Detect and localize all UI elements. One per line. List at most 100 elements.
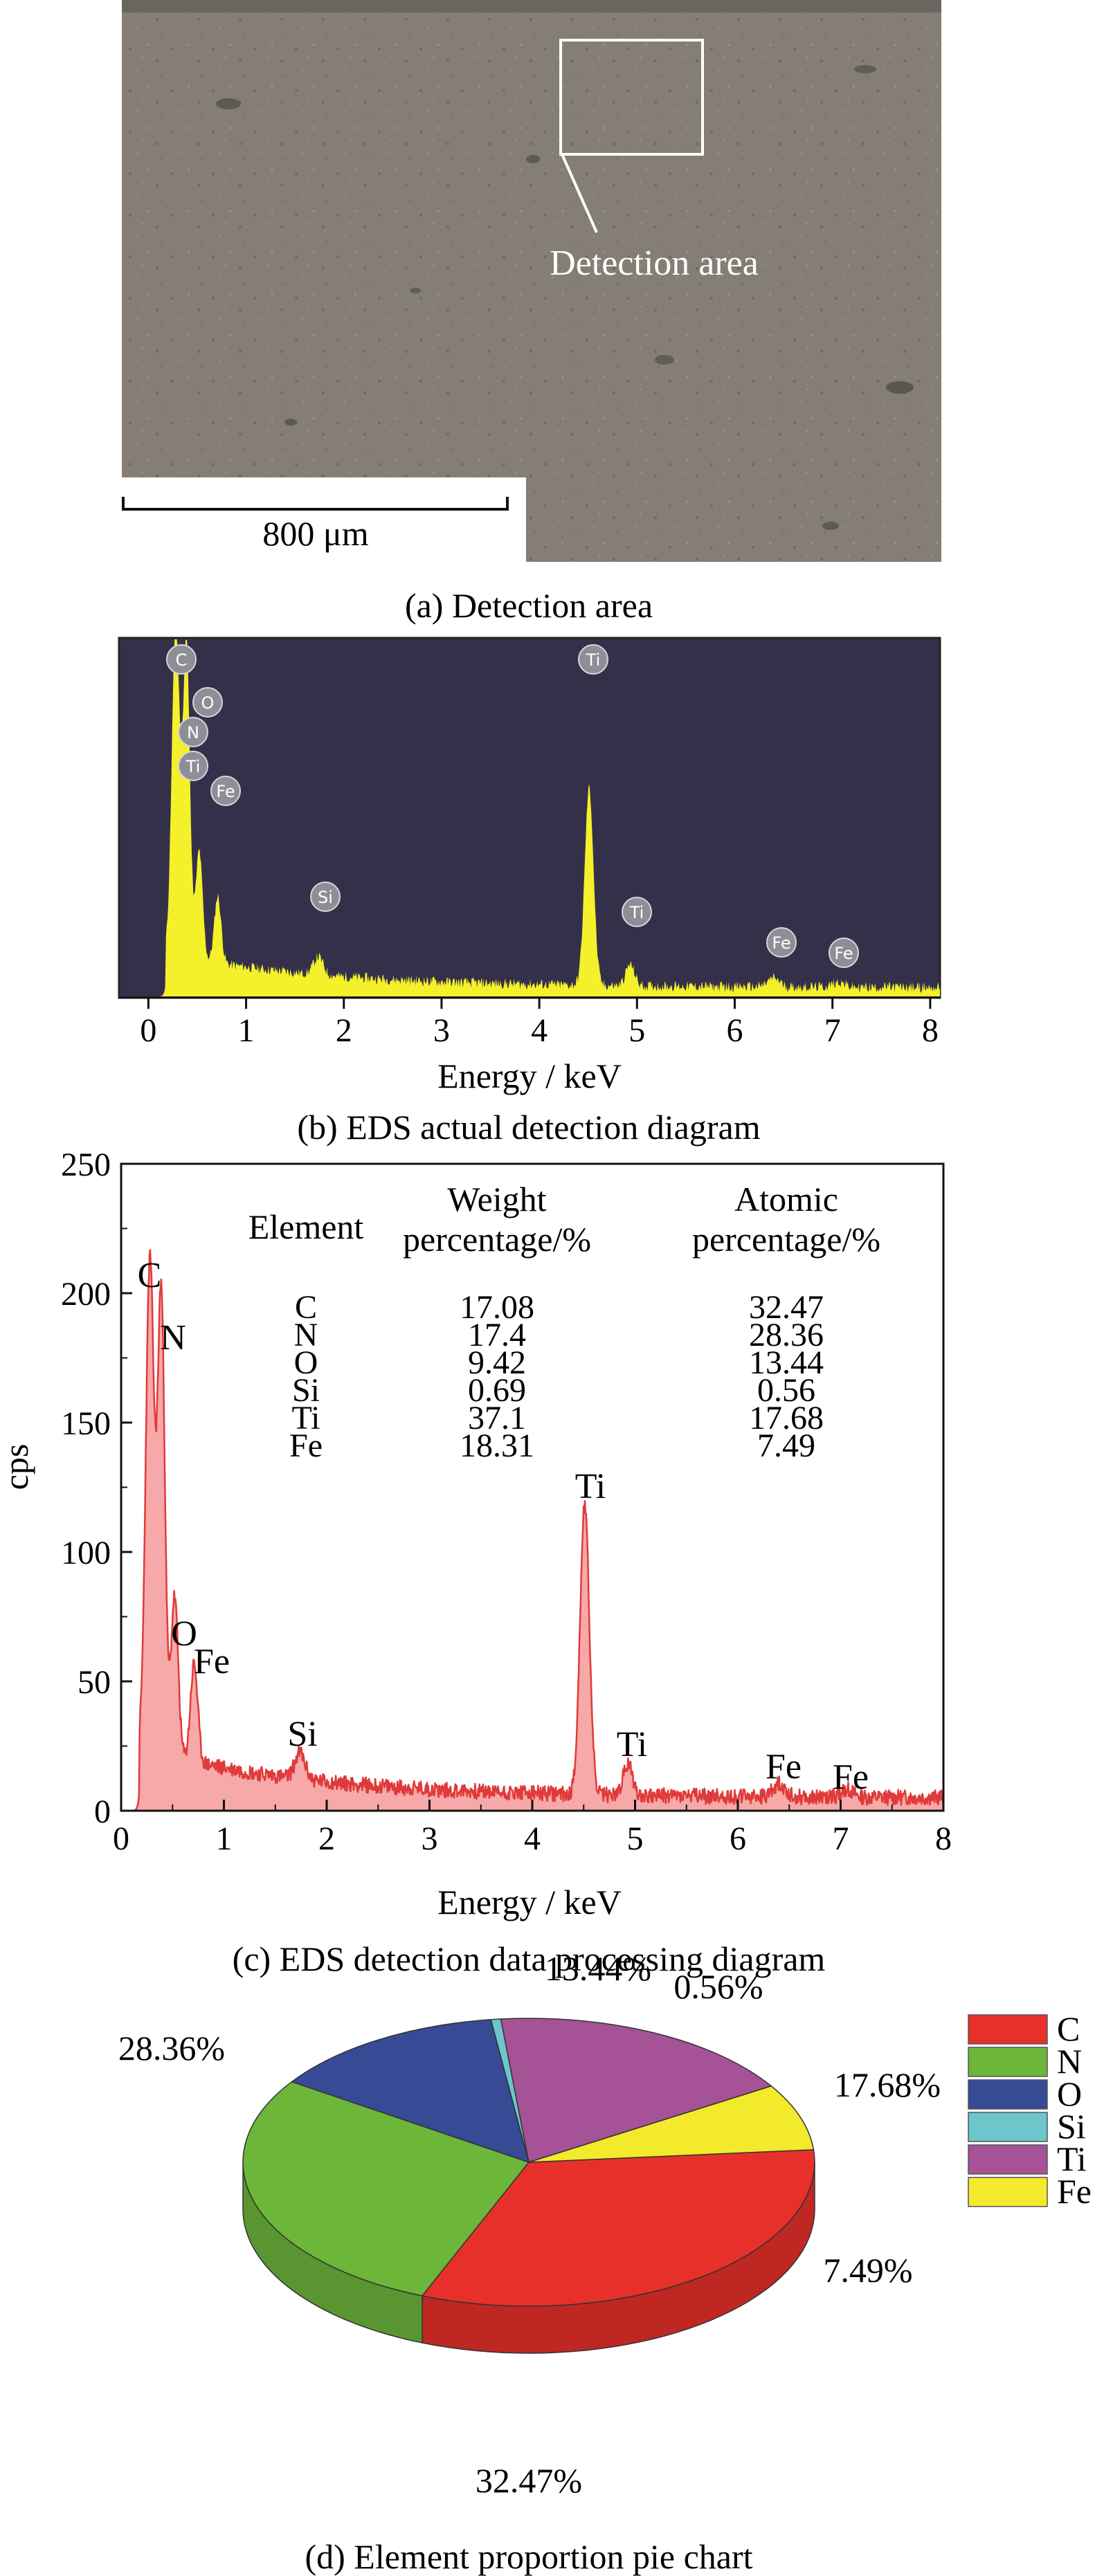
spectrum-b-peak-badge [178, 717, 208, 747]
scale-bar-plate [122, 477, 526, 562]
spectrum-b-peak-label: Ti [629, 903, 644, 922]
spectrum-b-peak-badge [766, 927, 797, 958]
caption-d: (d) Element proportion pie chart [305, 2537, 753, 2576]
spectrum-c-peak-label: N [160, 1318, 186, 1358]
table-cell: 32.47 [749, 1289, 824, 1326]
pie-label-O: 13.44% [545, 1949, 651, 1988]
spectrum-b-xlabel: Energy / keV [437, 1057, 622, 1095]
spectrum-b-peak-label: Ti [586, 650, 601, 670]
spectrum-c-ylabel: cps [0, 1444, 35, 1490]
detection-area-leader [561, 154, 598, 233]
spectrum-b-x-tick-label: 2 [336, 1012, 352, 1049]
spectrum-b-x-tick-label: 8 [922, 1012, 939, 1049]
scale-bar [122, 497, 509, 511]
table-cell: Ti [292, 1400, 320, 1436]
table-cell: 0.69 [468, 1372, 526, 1409]
legend-swatch-Fe [968, 2177, 1048, 2207]
spectrum-b-peak-badge [578, 644, 608, 675]
spectrum-c-peak-label: Ti [617, 1725, 647, 1764]
spectrum-b-peak-badge [310, 881, 341, 912]
legend-swatch-N [968, 2047, 1048, 2077]
detection-area-annotation: Detection area [550, 244, 759, 283]
table-cell: 18.31 [460, 1427, 534, 1464]
spectrum-c-peak-label: Fe [766, 1747, 802, 1787]
spectrum-b-peak-badge [829, 938, 859, 968]
table-cell: Si [292, 1372, 320, 1409]
spectrum-c-frame [120, 1162, 945, 1812]
table-cell: 7.49 [757, 1427, 815, 1464]
pie-slice-N [242, 2081, 530, 2296]
table-cell: Fe [289, 1427, 323, 1464]
spectrum-c-x-tick-label: 2 [318, 1820, 335, 1857]
table-cell: 13.44 [749, 1344, 824, 1381]
spectrum-b-x-tick-label: 1 [238, 1012, 255, 1049]
legend-swatch-C [968, 2014, 1048, 2045]
legend-label-C: C [1057, 2009, 1080, 2048]
table-cell: 17.08 [460, 1289, 534, 1326]
spectrum-c-peak-label: C [138, 1256, 162, 1295]
spectrum-b-peak-badge [210, 776, 241, 806]
spectrum-c-y-tick-label: 150 [61, 1405, 111, 1442]
spectrum-c-fill [120, 1249, 945, 1812]
spectrum-c-y-tick-label: 0 [94, 1793, 111, 1830]
table-cell: O [294, 1344, 318, 1381]
legend-swatch-Ti [968, 2144, 1048, 2175]
table-cell: C [295, 1289, 317, 1326]
table-cell: 9.42 [468, 1344, 526, 1381]
table-cell: 37.1 [468, 1400, 526, 1436]
caption-b: (b) EDS actual detection diagram [297, 1108, 760, 1147]
spectrum-b-peak-badge [192, 687, 223, 718]
micrograph-image [122, 0, 941, 562]
spectrum-c-x-tick-label: 1 [216, 1820, 233, 1857]
spectrum-b-peak-badge [622, 897, 652, 927]
pie-label-Fe: 7.49% [823, 2251, 912, 2290]
spectrum-b-peak-label: N [187, 723, 199, 742]
legend-swatch-O [968, 2079, 1048, 2110]
legend-label-Ti: Ti [1057, 2139, 1087, 2178]
table-cell: N [294, 1317, 318, 1353]
panel-d-pie: 32.47% 28.36% 13.44% 0.56% 17.68% 7.49% CNOSi… [118, 1949, 1092, 2576]
spectrum-c-y-tick-label: 100 [61, 1535, 111, 1571]
spectrum-b-x-tick-label: 5 [628, 1012, 645, 1049]
spectrum-c-x-tick-label: 7 [833, 1820, 849, 1857]
spectrum-c-x-tick-label: 8 [935, 1820, 952, 1857]
spectrum-c-peak-label: Ti [575, 1467, 606, 1506]
spectrum-c-y-tick-label: 250 [61, 1147, 111, 1183]
spectrum-b-x-tick-label: 3 [433, 1012, 450, 1049]
spectrum-b-peak-label: Fe [216, 782, 235, 801]
spectrum-c-x-tick-label: 0 [113, 1820, 129, 1857]
spectrum-c-x-tick-label: 6 [730, 1820, 746, 1857]
spectrum-b-peak-badge [178, 751, 208, 781]
table-header-element: Element [248, 1207, 364, 1246]
spectrum-c-x-tick-label: 5 [627, 1820, 644, 1857]
pie-slice-Fe [528, 2085, 815, 2163]
legend-label-Fe: Fe [1057, 2172, 1092, 2211]
spectrum-b-peak-label: Si [318, 888, 333, 907]
legend-label-N: N [1057, 2042, 1082, 2081]
spectrum-b-peak-label: O [201, 693, 215, 713]
table-cell: 17.68 [749, 1400, 824, 1436]
spectrum-c-xlabel: Energy / keV [437, 1883, 622, 1921]
pie-label-N: 28.36% [118, 2029, 225, 2067]
spectrum-c-x-tick-label: 3 [422, 1820, 438, 1857]
spectrum-b-fill [119, 639, 940, 996]
spectrum-b-peak-label: Fe [772, 933, 790, 953]
spectrum-b-x-tick-label: 7 [824, 1012, 841, 1049]
table-header-weight: Weight percentage/% [403, 1180, 591, 1259]
spectrum-c-peak-label: O [171, 1614, 197, 1654]
spectrum-b-x-tick-label: 0 [140, 1012, 156, 1049]
spectrum-b-x-tick-label: 4 [531, 1012, 548, 1049]
spectrum-c-peak-label: Si [287, 1715, 317, 1754]
pie-label-Si: 0.56% [673, 1967, 763, 2006]
table-cell: 17.4 [468, 1317, 526, 1353]
legend-label-O: O [1057, 2074, 1082, 2113]
spectrum-c-y-tick-label: 200 [61, 1276, 111, 1313]
spectrum-b-peak-label: C [176, 650, 188, 670]
micrograph-specks [216, 65, 914, 530]
spectrum-b-peak-badge [166, 644, 197, 675]
scale-bar-label: 800 μm [262, 514, 368, 553]
spectrum-c-y-tick-label: 50 [78, 1664, 111, 1701]
panel-b-eds-spectrum: C ON Ti Fe Si Ti Ti Fe Fe 0 1 2 3 4 5 6 7 8 Energy / keV… [118, 637, 941, 1147]
